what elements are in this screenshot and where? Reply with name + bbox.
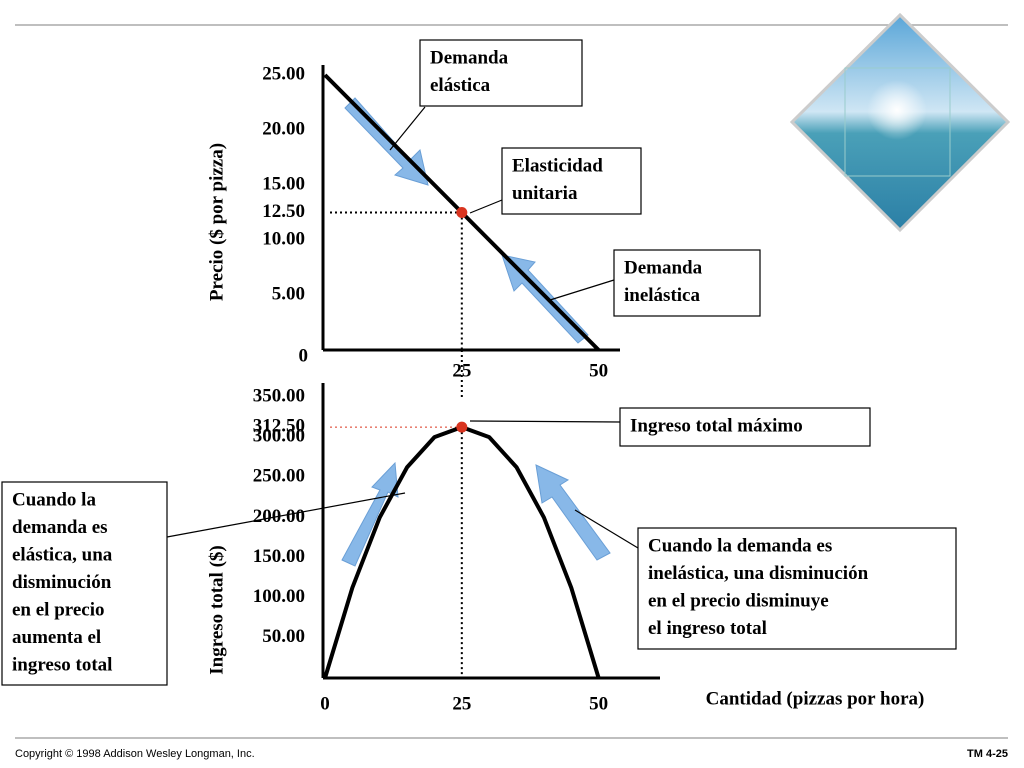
y-tick-label: 50.00	[262, 626, 305, 647]
annotation-text: Demanda	[624, 257, 703, 278]
x-tick-label: 50	[589, 693, 608, 714]
annotation-text: el ingreso total	[648, 618, 767, 639]
copyright: Copyright © 1998 Addison Wesley Longman,…	[15, 748, 255, 760]
y-tick-label: 0	[299, 345, 309, 366]
annotation-text: Cuando la	[12, 489, 96, 510]
annotation-pointer	[166, 492, 406, 538]
y-tick-label: 20.00	[262, 118, 305, 139]
annotation-box	[613, 249, 761, 317]
x-tick-label: 25	[452, 693, 471, 714]
annotation-box	[419, 39, 583, 107]
annotation-text: elástica	[430, 75, 491, 96]
chart: 50.00100.00150.00200.00250.00300.00312.5…	[1, 383, 957, 714]
annotation-text: unitaria	[512, 183, 578, 204]
annotation-text: disminución	[12, 572, 112, 593]
y-tick-label: 10.00	[262, 228, 305, 249]
annotation-text: inelástica, una disminución	[648, 563, 869, 584]
y-tick-label: 25.00	[262, 63, 305, 84]
annotation-box	[637, 527, 957, 650]
x-tick-label: 0	[320, 693, 330, 714]
highlight-point	[456, 421, 468, 433]
annotation-text: Demanda	[430, 47, 509, 68]
annotation-text: Elasticidad	[512, 155, 603, 176]
x-axis-label: Cantidad (pizzas por hora)	[706, 688, 925, 709]
annotation-box	[619, 407, 871, 447]
y-tick-label: 12.50	[262, 201, 305, 222]
y-tick-label: 5.00	[272, 283, 305, 304]
annotation-text: demanda es	[12, 517, 108, 538]
annotation-pointer	[574, 509, 639, 549]
annotation-pointer	[469, 199, 503, 214]
decor-image	[789, 12, 1011, 233]
annotation-text: aumenta el	[12, 627, 101, 648]
y-tick-label: 300.00	[253, 426, 305, 447]
annotation-box	[501, 147, 642, 215]
slide-number: TM 4-25	[967, 748, 1008, 760]
annotation-text: Ingreso total máximo	[630, 415, 803, 436]
annotation-text: ingreso total	[12, 654, 112, 675]
highlight-point	[456, 207, 468, 218]
annotation-text: Cuando la demanda es	[648, 535, 832, 556]
x-tick-label: 50	[589, 360, 608, 381]
annotation-text: elástica, una	[12, 544, 113, 565]
blue-arrows	[341, 97, 611, 567]
annotation-pointer	[549, 279, 615, 301]
y-tick-label: 15.00	[262, 173, 305, 194]
y-tick-label: 250.00	[253, 466, 305, 487]
annotation-box	[1, 481, 168, 686]
y-tick-label: 150.00	[253, 546, 305, 567]
annotation-text: inelástica	[624, 285, 700, 306]
annotation-pointer	[469, 420, 621, 423]
y-tick-label: 350.00	[253, 385, 305, 406]
annotation-text: en el precio	[12, 599, 105, 620]
y-tick-label: 312.50	[253, 415, 305, 436]
y-tick-label: 100.00	[253, 586, 305, 607]
y-axis-label: Ingreso total ($)	[206, 545, 227, 674]
annotation-text: en el precio disminuye	[648, 590, 829, 611]
annotation-pointer	[389, 106, 426, 151]
y-axis-label: Precio ($ por pizza)	[206, 143, 227, 301]
